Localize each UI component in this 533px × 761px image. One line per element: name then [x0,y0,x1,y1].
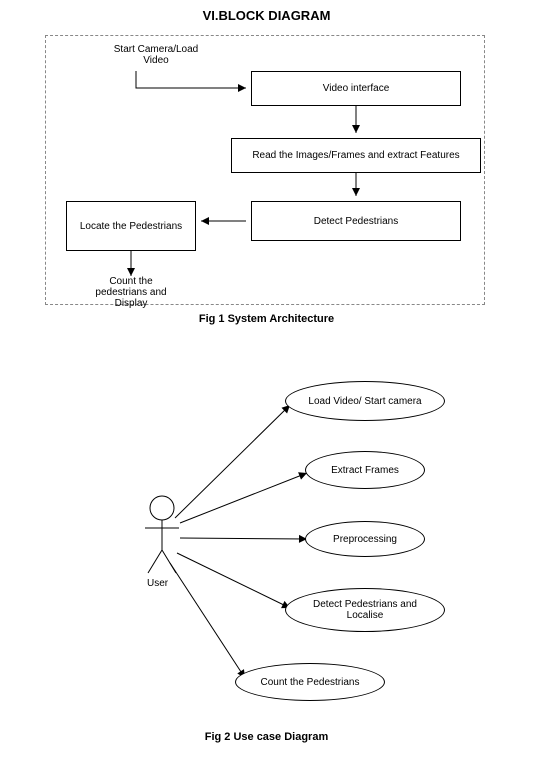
fig2-caption: Fig 2 Use case Diagram [0,723,533,751]
fig2-usecase-1: Extract Frames [305,451,425,489]
section-heading: VI.BLOCK DIAGRAM [0,0,533,35]
fig1-count-label: Count thepedestrians andDisplay [86,276,176,309]
fig2-usecase-diagram: User Load Video/ Start camera Extract Fra… [45,363,485,723]
fig2-usecase-2: Preprocessing [305,521,425,557]
fig2-actor-label: User [147,578,168,589]
fig1-box-detect: Detect Pedestrians [251,201,461,241]
fig1-system-architecture: Start Camera/LoadVideo Video interface R… [45,35,485,305]
fig1-box-locate: Locate the Pedestrians [66,201,196,251]
fig2-usecase-4: Count the Pedestrians [235,663,385,701]
fig1-box-read-frames: Read the Images/Frames and extract Featu… [231,138,481,173]
fig2-usecase-0: Load Video/ Start camera [285,381,445,421]
fig1-caption: Fig 1 System Architecture [0,305,533,333]
fig2-usecase-3: Detect Pedestrians andLocalise [285,588,445,632]
fig1-box-video-interface: Video interface [251,71,461,106]
fig1-start-label: Start Camera/LoadVideo [101,44,211,66]
